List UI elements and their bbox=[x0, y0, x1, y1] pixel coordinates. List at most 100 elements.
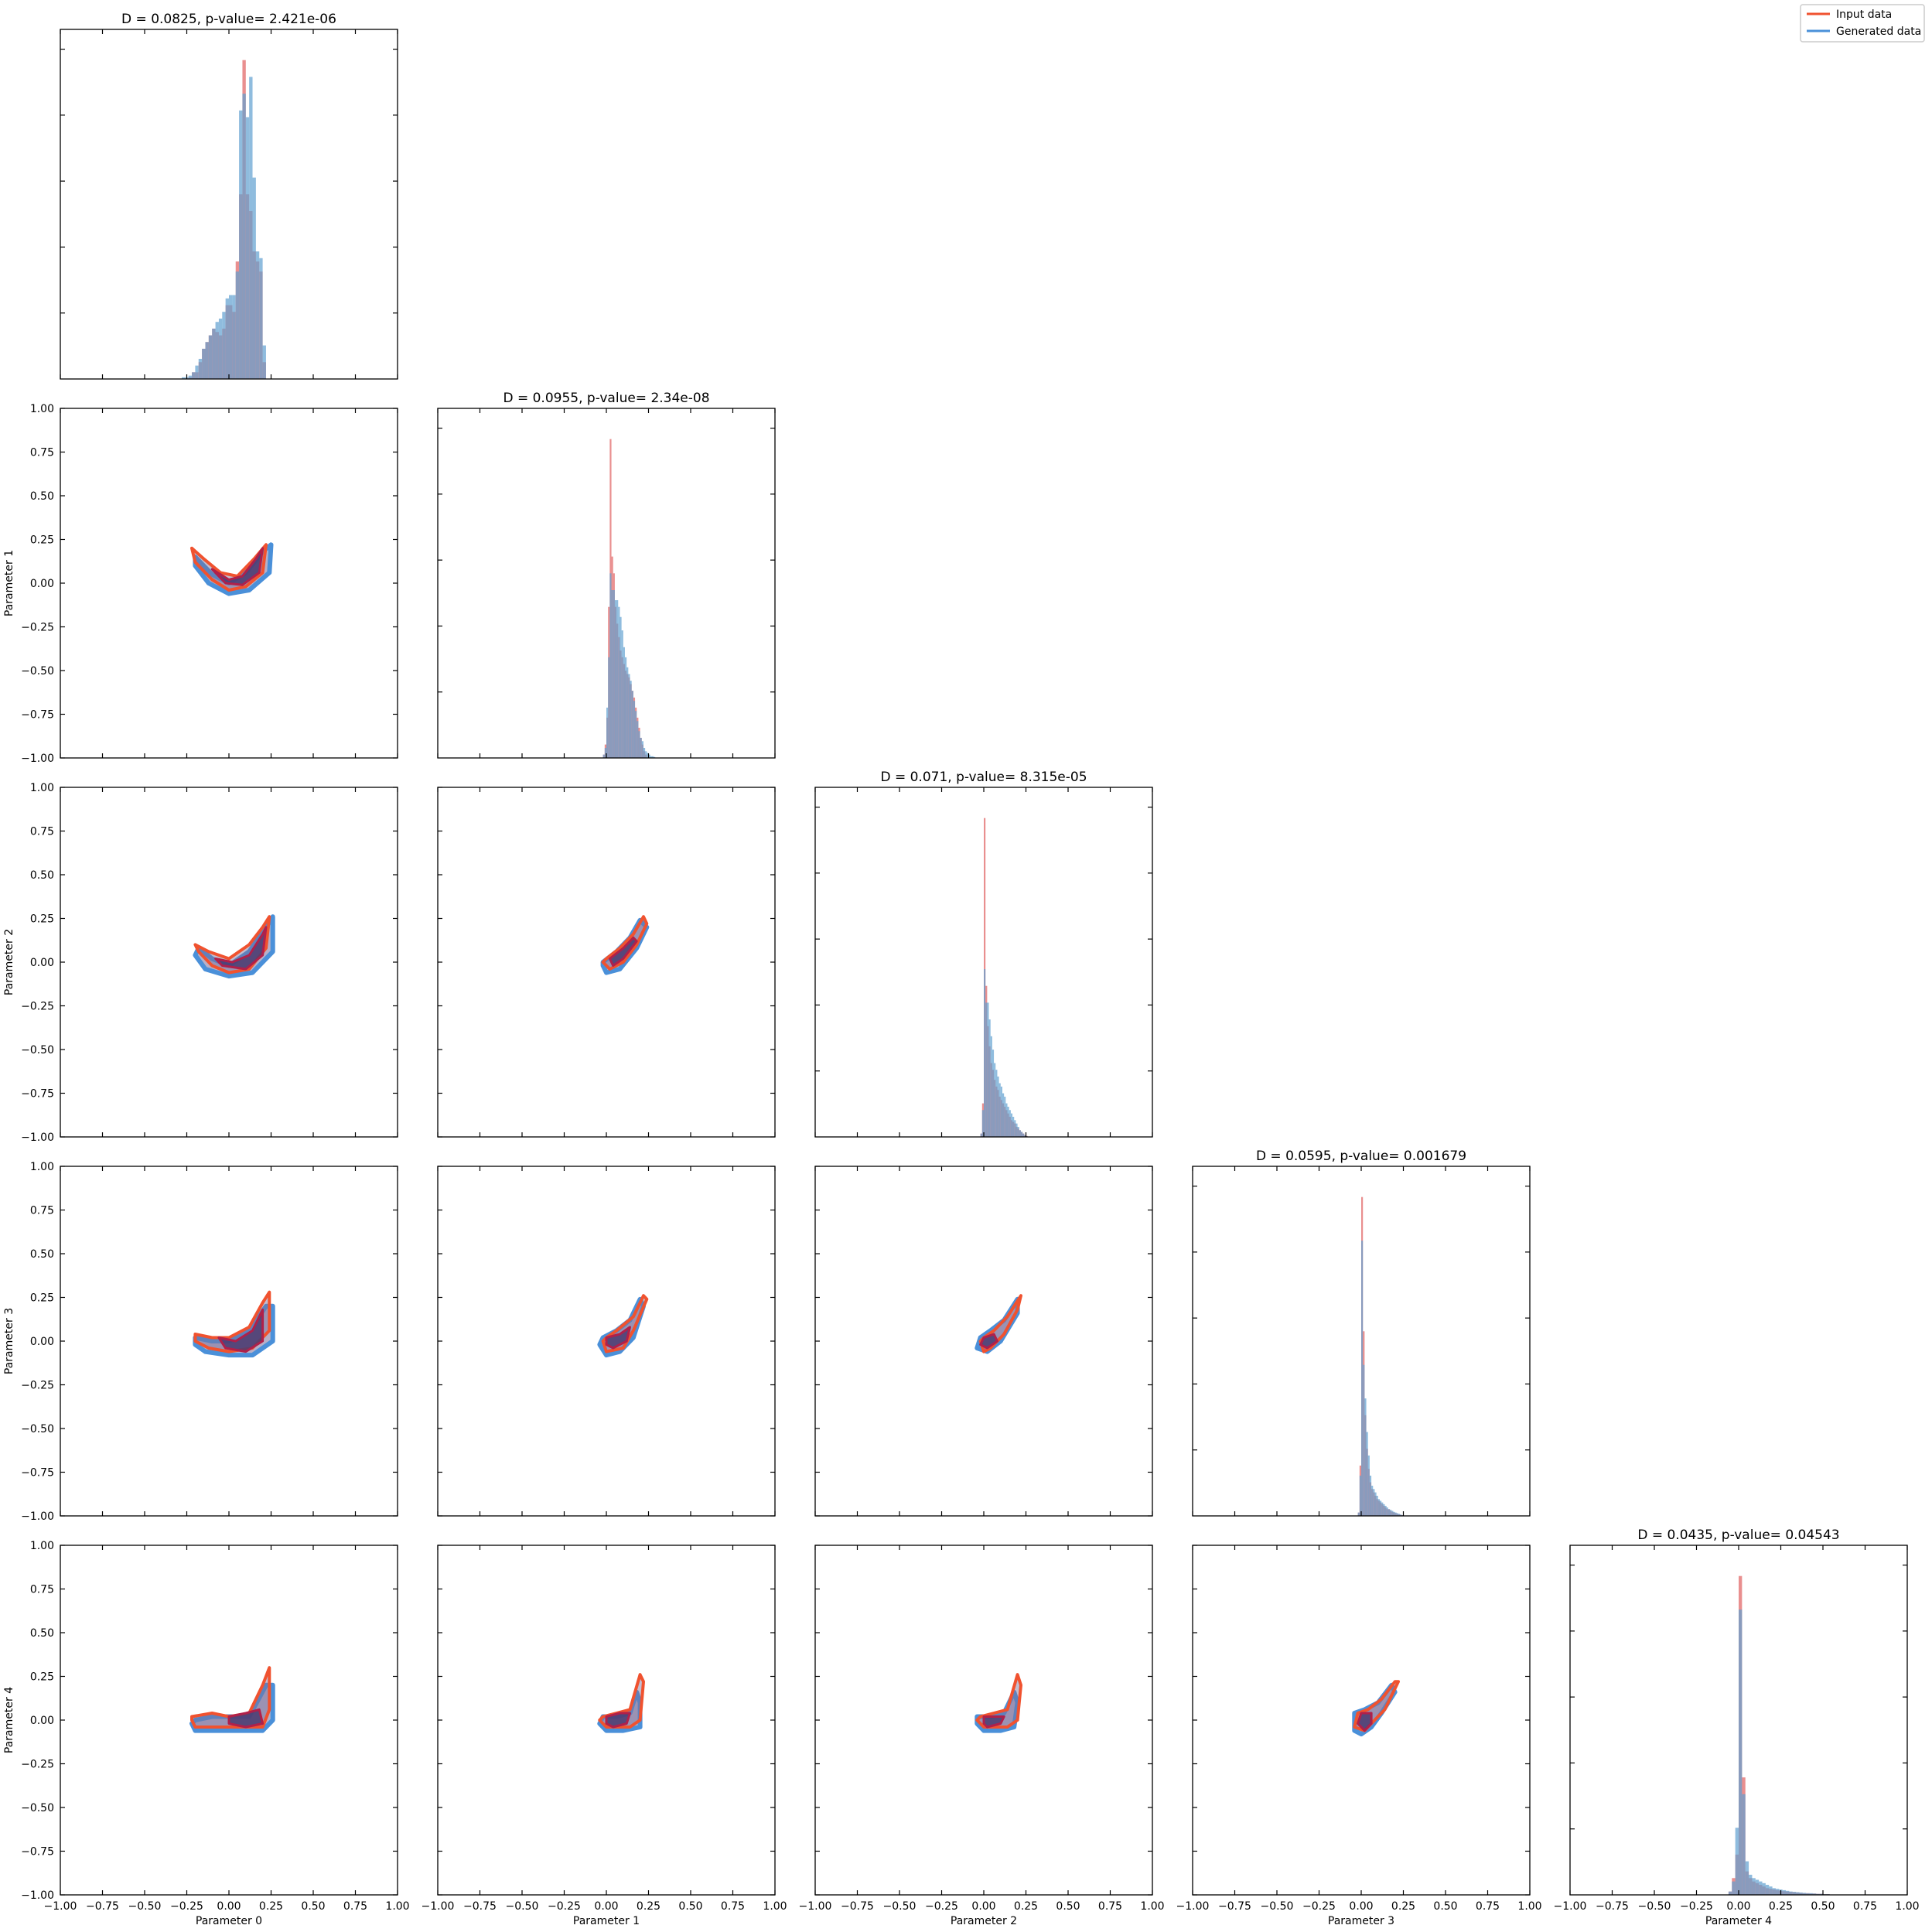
y-tick-label: −0.50 bbox=[21, 1044, 54, 1056]
histogram-bar-generated bbox=[604, 747, 606, 758]
x-tick-label: 1.00 bbox=[1895, 1900, 1919, 1913]
histogram-bar-generated bbox=[654, 756, 656, 758]
y-tick-label: 0.75 bbox=[30, 1584, 54, 1596]
contour-core bbox=[608, 936, 638, 967]
histogram-bar-generated bbox=[1393, 1511, 1395, 1516]
x-tick-label: −0.50 bbox=[883, 1900, 917, 1913]
histogram-bar-generated bbox=[212, 328, 216, 379]
histogram-bar-generated bbox=[181, 377, 186, 379]
panel-2-2: D = 0.071, p-value= 8.315e-05 bbox=[814, 770, 1153, 1138]
y-axis-label: Parameter 3 bbox=[3, 1308, 15, 1374]
histogram-bar-generated bbox=[1386, 1507, 1388, 1516]
x-tick-label: −0.25 bbox=[170, 1900, 203, 1913]
panel-4-2: −1.00 −0.75 −0.50 −0.25 0.00 0.25 0.50 0.75 1.00… bbox=[799, 1545, 1165, 1927]
histogram-bar-generated bbox=[1384, 1505, 1387, 1516]
panel-background bbox=[438, 408, 775, 758]
x-tick-label: 0.00 bbox=[971, 1900, 995, 1913]
y-tick-label: 0.75 bbox=[30, 1205, 54, 1217]
histogram-bar-generated bbox=[1755, 1879, 1760, 1895]
x-tick-label: −0.75 bbox=[86, 1900, 119, 1913]
x-tick-label: 0.25 bbox=[259, 1900, 283, 1913]
histogram-bar-generated bbox=[198, 358, 203, 379]
y-tick-label: 0.25 bbox=[30, 534, 54, 547]
x-tick-label: 0.25 bbox=[1014, 1900, 1038, 1913]
y-tick-label: 0.00 bbox=[30, 1336, 54, 1348]
panel-3-0: −1.00 −0.75 −0.50 −0.25 0.00 0.25 0.50 0.75 1.00… bbox=[3, 1161, 398, 1523]
y-tick-label: 0.00 bbox=[30, 957, 54, 969]
histogram-bar-generated bbox=[1367, 1455, 1370, 1516]
histogram-bar-generated bbox=[1361, 1241, 1364, 1516]
y-tick-label: −1.00 bbox=[21, 1889, 54, 1902]
panel-title: D = 0.0955, p-value= 2.34e-08 bbox=[503, 391, 709, 406]
y-tick-label: −1.00 bbox=[21, 1510, 54, 1523]
x-tick-label: 0.00 bbox=[594, 1900, 618, 1913]
y-tick-label: −0.25 bbox=[21, 1759, 54, 1771]
x-tick-label: 0.50 bbox=[1433, 1900, 1457, 1913]
histogram-bar-generated bbox=[205, 342, 209, 379]
contour-core bbox=[979, 1333, 998, 1350]
panel-title: D = 0.0595, p-value= 0.001679 bbox=[1256, 1149, 1466, 1164]
contour-core bbox=[605, 1712, 631, 1729]
panel-3-2 bbox=[814, 1166, 1153, 1517]
histogram-bar-generated bbox=[633, 701, 636, 758]
histogram-bar-generated bbox=[997, 1076, 999, 1137]
y-tick-label: −1.00 bbox=[21, 753, 54, 765]
histogram-bar-generated bbox=[1396, 1513, 1398, 1516]
histogram-bar-generated bbox=[1752, 1878, 1756, 1895]
histogram-bar-generated bbox=[259, 258, 263, 379]
histogram-bar-generated bbox=[1400, 1514, 1402, 1516]
x-tick-label: −1.00 bbox=[1176, 1900, 1210, 1913]
histogram-bar-generated bbox=[239, 110, 243, 380]
panel-4-4: D = 0.0435, p-value= 0.04543 −1.00 −0.75 −0… bbox=[1554, 1528, 1920, 1927]
x-tick-label: −0.50 bbox=[1261, 1900, 1294, 1913]
y-tick-label: 0.75 bbox=[30, 826, 54, 838]
histogram-bar-generated bbox=[1007, 1106, 1009, 1137]
histogram-bar-generated bbox=[208, 335, 213, 379]
histogram-bar-generated bbox=[1000, 1086, 1002, 1137]
legend-label-generated: Generated data bbox=[1836, 26, 1921, 38]
histogram-bar-generated bbox=[613, 590, 615, 758]
x-tick-label: 0.00 bbox=[217, 1900, 241, 1913]
histogram-bar-generated bbox=[647, 753, 649, 758]
histogram-bar-generated bbox=[984, 969, 986, 1137]
panel-1-1: D = 0.0955, p-value= 2.34e-08 bbox=[437, 391, 776, 759]
panel-title: D = 0.0435, p-value= 0.04543 bbox=[1637, 1528, 1839, 1543]
y-tick-label: −0.25 bbox=[21, 1380, 54, 1392]
histogram-bar-generated bbox=[1002, 1093, 1005, 1137]
histogram-bar-generated bbox=[638, 731, 640, 758]
histogram-bar-generated bbox=[1775, 1889, 1780, 1895]
histogram-bar-generated bbox=[1792, 1892, 1797, 1895]
y-tick-label: 1.00 bbox=[30, 1161, 54, 1173]
x-tick-label: 0.50 bbox=[1056, 1900, 1080, 1913]
histogram-bar-generated bbox=[255, 251, 260, 379]
panel-frame bbox=[60, 1545, 398, 1896]
histogram-bar-generated bbox=[1782, 1889, 1787, 1895]
histogram-bar-generated bbox=[1819, 1893, 1823, 1895]
y-tick-label: 1.00 bbox=[30, 782, 54, 794]
histogram-bar-generated bbox=[1728, 1891, 1732, 1895]
histogram-bar-generated bbox=[640, 737, 642, 758]
histogram-bar-generated bbox=[235, 271, 240, 379]
histogram-bar-generated bbox=[1015, 1123, 1018, 1137]
panel-frame bbox=[1569, 1545, 1908, 1896]
histogram-bar-generated bbox=[1812, 1893, 1817, 1895]
histogram-bar-generated bbox=[1359, 1475, 1361, 1516]
x-tick-label: 0.75 bbox=[1098, 1900, 1122, 1913]
x-tick-label: 0.75 bbox=[1476, 1900, 1500, 1913]
histogram-bar-generated bbox=[242, 94, 246, 379]
x-tick-label: −1.00 bbox=[422, 1900, 455, 1913]
contour-core bbox=[982, 1715, 1005, 1729]
histogram-bar-generated bbox=[1363, 1364, 1365, 1516]
histogram-bar-generated bbox=[1383, 1504, 1385, 1516]
histogram-bar-generated bbox=[245, 117, 250, 380]
x-tick-label: 0.50 bbox=[678, 1900, 702, 1913]
x-tick-label: −0.75 bbox=[841, 1900, 874, 1913]
panel-frame bbox=[814, 1166, 1153, 1517]
histogram-bar-generated bbox=[998, 1083, 1001, 1137]
histogram-bar-generated bbox=[648, 754, 650, 758]
contour-core bbox=[210, 547, 265, 586]
contour-input bbox=[975, 1673, 1022, 1729]
y-tick-label: 0.50 bbox=[30, 869, 54, 882]
histogram-bar-generated bbox=[1020, 1132, 1023, 1137]
